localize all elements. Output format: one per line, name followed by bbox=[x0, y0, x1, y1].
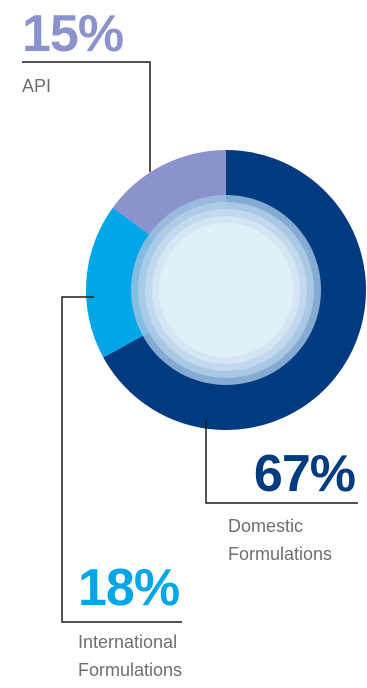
api-category-label: API bbox=[22, 72, 51, 100]
international-label-line1: International bbox=[78, 628, 258, 656]
inner-ring-5 bbox=[159, 223, 293, 357]
domestic-percent-label: 67% bbox=[254, 448, 355, 500]
api-percent-label: 15% bbox=[22, 8, 123, 60]
domestic-label-line1: Domestic bbox=[228, 512, 363, 540]
api-label-line1: API bbox=[22, 72, 51, 100]
domestic-category-label: Domestic Formulations bbox=[228, 512, 363, 568]
inner-rings bbox=[131, 195, 321, 385]
international-percent-label: 18% bbox=[78, 562, 179, 614]
international-label-line2: Formulations bbox=[78, 656, 258, 684]
international-category-label: International Formulations bbox=[78, 628, 258, 684]
domestic-label-line2: Formulations bbox=[228, 540, 363, 568]
